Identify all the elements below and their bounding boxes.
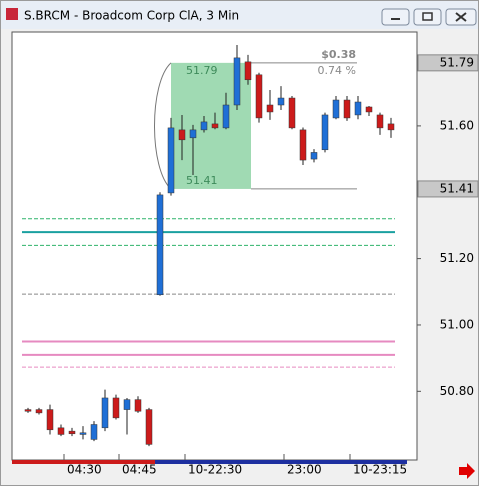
candle-body <box>200 121 208 131</box>
candle-body <box>24 409 32 412</box>
nav-bar-current <box>155 460 407 464</box>
candle-body <box>189 129 197 139</box>
candle-body <box>222 104 230 129</box>
candle-body <box>244 61 252 81</box>
close-icon <box>455 12 467 22</box>
nav-bar-past <box>12 460 155 464</box>
candle-body <box>35 409 43 414</box>
scroll-arrow[interactable] <box>459 463 475 479</box>
y-tick-label: 51.20 <box>440 251 474 265</box>
y-tick-label: 50.80 <box>440 384 474 398</box>
candle-body <box>101 397 109 429</box>
candle-body <box>299 129 307 161</box>
measure-high-label: 51.79 <box>186 64 218 77</box>
candle-body <box>310 152 318 160</box>
candle-body <box>321 114 329 151</box>
candle-body <box>365 106 373 113</box>
x-tick-label: 04:45 <box>122 463 157 477</box>
x-tick-label: 23:00 <box>287 463 322 477</box>
plot-layer: 51.79 51.41 $0.38 0.74 % <box>22 44 395 447</box>
price-marker-label: 51.79 <box>440 55 474 69</box>
candle-body <box>123 399 131 410</box>
measure-change: $0.38 <box>321 48 356 61</box>
price-marker-label: 51.41 <box>440 181 474 195</box>
candle-body <box>211 123 219 129</box>
x-tick-label: 04:30 <box>67 463 102 477</box>
candle-body <box>134 399 142 412</box>
candle-body <box>156 194 164 296</box>
candle-body <box>255 74 263 119</box>
window-title: S.BRCM - Broadcom Corp ClA, 3 Min <box>24 9 239 23</box>
minimize-button[interactable] <box>381 8 410 26</box>
restore-button[interactable] <box>413 8 442 26</box>
measure-low-label: 51.41 <box>186 174 218 187</box>
candle-body <box>90 424 98 440</box>
candle-body <box>68 430 76 435</box>
candle-body <box>233 57 241 106</box>
y-tick-label: 51.00 <box>440 317 474 331</box>
candle-body <box>332 99 340 119</box>
candle-body <box>167 127 175 194</box>
candle-body <box>288 97 296 129</box>
candle-body <box>343 99 351 119</box>
candle-body <box>266 104 274 113</box>
candle-body <box>354 101 362 116</box>
app-icon <box>6 8 18 20</box>
candle-body <box>178 129 186 141</box>
x-tick-label: 10-23:15 <box>353 463 407 477</box>
candle-body <box>387 123 395 131</box>
measure-percent: 0.74 % <box>318 64 356 77</box>
price-marker <box>417 54 479 72</box>
price-marker <box>417 180 479 198</box>
candle-body <box>46 409 54 431</box>
candle-body <box>112 397 120 419</box>
candle-body <box>145 409 153 445</box>
x-tick-label: 10-22:30 <box>188 463 242 477</box>
y-tick-label: 51.60 <box>440 118 474 132</box>
candle-body <box>79 432 87 435</box>
candle-body <box>277 97 285 106</box>
measure-bracket <box>154 62 172 190</box>
candle-body <box>57 427 65 435</box>
candle-body <box>376 114 384 129</box>
restore-icon <box>422 12 433 21</box>
